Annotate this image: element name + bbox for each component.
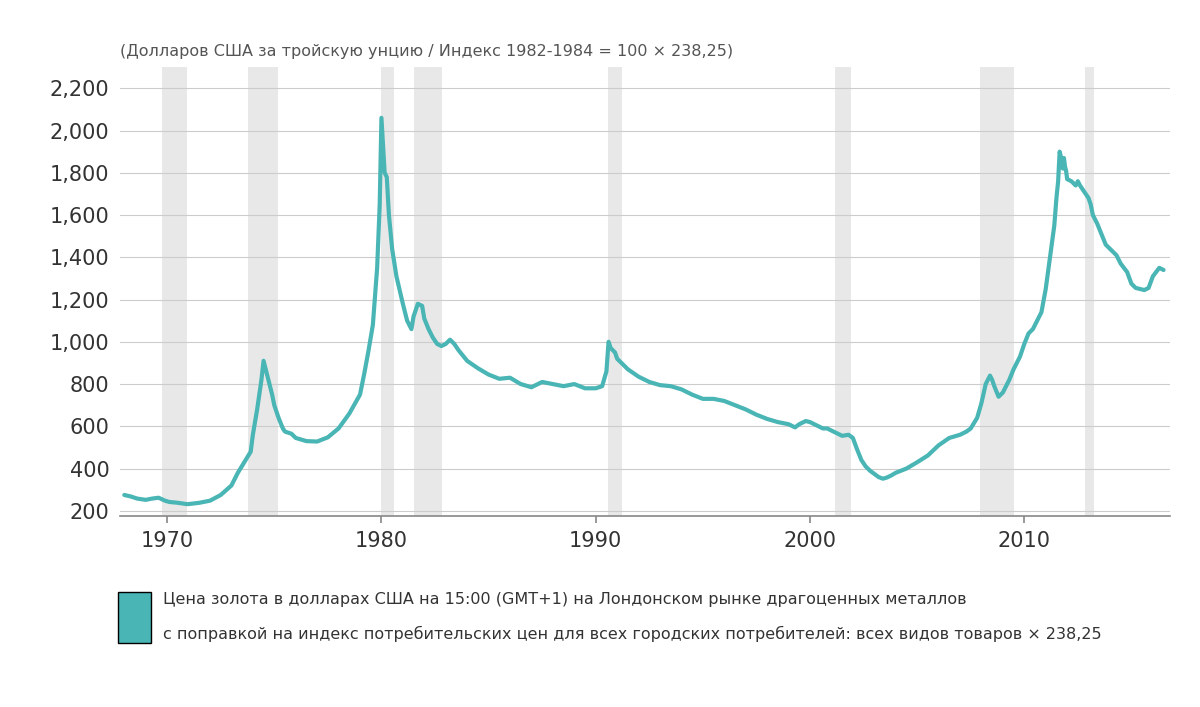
Bar <box>382 67 394 516</box>
Bar <box>414 67 442 516</box>
Text: (Долларов США за тройскую унцию / Индекс 1982-1984 = 100 × 238,25): (Долларов США за тройскую унцию / Индекс… <box>120 44 733 59</box>
Bar <box>1085 67 1094 516</box>
Bar <box>608 67 623 516</box>
Text: с поправкой на индекс потребительских цен для всех городских потребителей: всех : с поправкой на индекс потребительских це… <box>163 626 1102 642</box>
Bar <box>835 67 851 516</box>
Bar <box>979 67 1014 516</box>
Bar <box>162 67 187 516</box>
Text: Цена золота в долларах США на 15:00 (GMT+1) на Лондонском рынке драгоценных мета: Цена золота в долларах США на 15:00 (GMT… <box>163 592 967 607</box>
Bar <box>247 67 278 516</box>
